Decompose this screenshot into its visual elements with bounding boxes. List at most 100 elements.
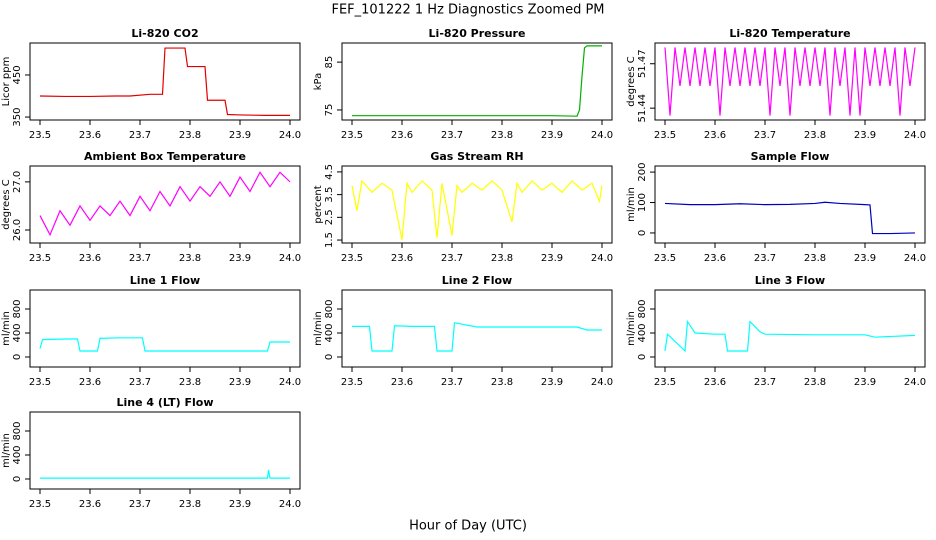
x-tick-label: 23.8 bbox=[179, 253, 201, 264]
x-tick-label: 23.7 bbox=[754, 253, 776, 264]
y-axis-label: degrees C bbox=[1, 179, 12, 229]
panel-title: Li-820 Pressure bbox=[429, 27, 526, 40]
data-line bbox=[352, 45, 602, 117]
x-tick-label: 24.0 bbox=[591, 130, 613, 141]
x-tick-label: 23.6 bbox=[391, 130, 413, 141]
x-tick-label: 23.6 bbox=[79, 253, 101, 264]
x-tick-label: 24.0 bbox=[904, 130, 926, 141]
y-tick-label: 1.5 bbox=[324, 232, 335, 248]
y-tick-label: 350 bbox=[12, 108, 23, 127]
y-tick-label: 400 bbox=[12, 445, 23, 464]
y-axis-label: ml/min bbox=[626, 311, 637, 346]
plot-frame bbox=[29, 411, 301, 490]
y-tick-label: 0 bbox=[12, 476, 23, 482]
y-tick-label: 800 bbox=[637, 299, 648, 318]
data-line bbox=[664, 201, 916, 235]
y-tick-label: 400 bbox=[324, 323, 335, 342]
data-line bbox=[39, 47, 290, 116]
x-tick-label: 23.6 bbox=[79, 130, 101, 141]
plot-frame bbox=[29, 42, 301, 121]
x-tick-label: 23.5 bbox=[654, 377, 676, 388]
y-tick-label: 3.5 bbox=[324, 187, 335, 203]
x-tick-label: 24.0 bbox=[904, 377, 926, 388]
y-tick-label: 400 bbox=[12, 323, 23, 342]
plot-frame bbox=[341, 289, 613, 368]
plot-frame bbox=[654, 289, 926, 368]
x-tick-label: 23.9 bbox=[229, 130, 251, 141]
x-tick-label: 23.5 bbox=[341, 253, 363, 264]
x-tick-label: 24.0 bbox=[591, 253, 613, 264]
y-axis-label: ml/min bbox=[1, 433, 12, 468]
x-tick-label: 23.7 bbox=[754, 377, 776, 388]
x-tick-label: 23.8 bbox=[179, 130, 201, 141]
x-tick-label: 23.9 bbox=[229, 499, 251, 510]
x-tick-label: 23.7 bbox=[754, 130, 776, 141]
x-tick-label: 23.6 bbox=[704, 377, 726, 388]
x-tick-label: 24.0 bbox=[279, 253, 301, 264]
y-tick-label: 800 bbox=[324, 299, 335, 318]
data-line bbox=[664, 47, 916, 116]
data-line bbox=[664, 319, 916, 353]
panel-title: Li-820 CO2 bbox=[131, 27, 198, 40]
x-tick-label: 23.8 bbox=[804, 130, 826, 141]
x-tick-label: 23.9 bbox=[229, 253, 251, 264]
page-title: FEF_101222 1 Hz Diagnostics Zoomed PM bbox=[331, 3, 604, 18]
y-tick-label: 75 bbox=[324, 104, 335, 117]
y-tick-label: 4.5 bbox=[324, 164, 335, 180]
y-axis-label: degrees C bbox=[626, 56, 637, 106]
x-tick-label: 24.0 bbox=[591, 377, 613, 388]
x-tick-label: 23.6 bbox=[704, 253, 726, 264]
y-tick-label: 0 bbox=[637, 354, 648, 360]
x-tick-label: 23.7 bbox=[129, 253, 151, 264]
x-tick-label: 23.8 bbox=[179, 377, 201, 388]
y-tick-label: 26.0 bbox=[12, 219, 23, 241]
data-line bbox=[39, 337, 290, 352]
x-tick-label: 23.5 bbox=[29, 377, 51, 388]
x-tick-label: 23.9 bbox=[854, 253, 876, 264]
x-tick-label: 23.7 bbox=[441, 130, 463, 141]
x-tick-label: 23.6 bbox=[79, 377, 101, 388]
x-tick-label: 23.5 bbox=[341, 130, 363, 141]
y-axis-label: percent bbox=[313, 185, 324, 223]
plot-frame bbox=[341, 165, 613, 244]
x-tick-label: 23.6 bbox=[79, 499, 101, 510]
x-tick-label: 23.9 bbox=[854, 130, 876, 141]
panel-title: Line 3 Flow bbox=[755, 274, 825, 287]
y-axis-label: Licor ppm bbox=[1, 57, 12, 107]
y-axis-label: ml/min bbox=[626, 187, 637, 222]
x-tick-label: 23.7 bbox=[129, 130, 151, 141]
x-tick-label: 23.7 bbox=[441, 253, 463, 264]
x-tick-label: 23.8 bbox=[179, 499, 201, 510]
x-tick-label: 23.8 bbox=[804, 253, 826, 264]
y-axis-label: kPa bbox=[313, 73, 324, 91]
x-tick-label: 23.8 bbox=[491, 253, 513, 264]
x-tick-label: 23.8 bbox=[491, 130, 513, 141]
y-tick-label: 51.44 bbox=[637, 94, 648, 123]
x-tick-label: 23.8 bbox=[804, 377, 826, 388]
y-tick-label: 100 bbox=[637, 193, 648, 212]
x-tick-label: 23.7 bbox=[441, 377, 463, 388]
panel-title: Line 1 Flow bbox=[130, 274, 200, 287]
plot-frame bbox=[29, 289, 301, 368]
x-tick-label: 24.0 bbox=[279, 130, 301, 141]
y-axis-label: ml/min bbox=[313, 311, 324, 346]
x-tick-label: 23.8 bbox=[491, 377, 513, 388]
y-tick-label: 0 bbox=[12, 354, 23, 360]
x-tick-label: 23.6 bbox=[391, 377, 413, 388]
panel-title: Line 2 Flow bbox=[442, 274, 512, 287]
plot-frame bbox=[29, 165, 301, 244]
y-tick-label: 450 bbox=[12, 65, 23, 84]
y-tick-label: 85 bbox=[324, 56, 335, 69]
x-tick-label: 23.7 bbox=[129, 499, 151, 510]
x-tick-label: 23.9 bbox=[541, 377, 563, 388]
panel-title: Gas Stream RH bbox=[430, 150, 523, 163]
y-tick-label: 0 bbox=[637, 230, 648, 236]
data-line bbox=[352, 322, 602, 352]
y-tick-label: 27.0 bbox=[12, 171, 23, 193]
x-tick-label: 23.6 bbox=[704, 130, 726, 141]
x-tick-label: 23.5 bbox=[29, 499, 51, 510]
x-tick-label: 24.0 bbox=[279, 377, 301, 388]
x-tick-label: 23.5 bbox=[29, 130, 51, 141]
y-tick-label: 200 bbox=[637, 163, 648, 182]
